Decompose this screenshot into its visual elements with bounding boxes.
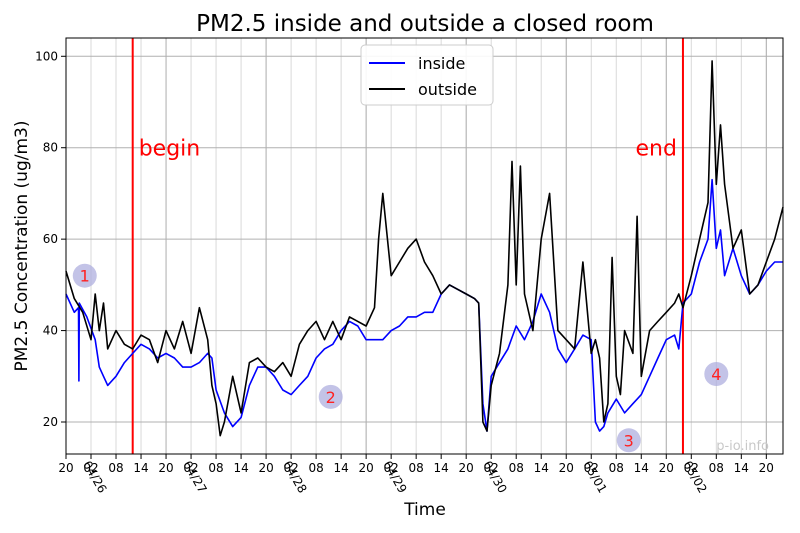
x-tick-label: 08	[509, 461, 524, 475]
marker-1-label: 1	[80, 267, 90, 286]
x-tick-label: 02	[684, 461, 699, 475]
plot-frame	[65, 37, 784, 455]
chart-title: PM2.5 inside and outside a closed room	[196, 11, 654, 37]
marker-4-circle	[704, 362, 729, 386]
x-tick-label: 08	[609, 461, 624, 475]
marker-2-circle	[318, 384, 343, 409]
annotation-markers: 1 2 3 4	[72, 263, 729, 453]
y-tick-label: 20	[43, 415, 58, 429]
y-tick-label: 60	[43, 232, 58, 246]
y-tick-label: 40	[43, 324, 58, 338]
x-tick-label: 14	[133, 461, 148, 475]
x-tick-label: 08	[108, 461, 123, 475]
x-tick-label: 20	[459, 461, 474, 475]
x-tick-label: 08	[409, 461, 424, 475]
x-tick-label: 20	[58, 461, 73, 475]
x-tick-label: 08	[208, 461, 223, 475]
legend-label-outside: outside	[418, 80, 477, 99]
x-tick-label: 02	[283, 461, 298, 475]
x-tick-label: 20	[358, 461, 373, 475]
x-tick-label: 08	[308, 461, 323, 475]
marker-1-circle	[72, 263, 97, 288]
x-tick-label: 14	[333, 461, 348, 475]
x-tick-label: 02	[384, 461, 399, 475]
watermark: p-io.info	[716, 439, 769, 454]
event-lines: begin end	[131, 38, 684, 454]
x-tick-label: 20	[759, 461, 774, 475]
x-tick-label: 14	[634, 461, 649, 475]
marker-3-label: 3	[624, 431, 634, 450]
x-tick-label: 14	[233, 461, 248, 475]
x-tick-label: 20	[258, 461, 273, 475]
x-tick-label: 14	[734, 461, 749, 475]
x-tick-label: 02	[83, 461, 98, 475]
event-label-begin: begin	[139, 137, 201, 162]
series	[65, 60, 784, 437]
x-tick-label: 14	[534, 461, 549, 475]
legend-label-inside: inside	[418, 54, 465, 73]
marker-2-label: 2	[326, 388, 336, 407]
x-tick-label: 20	[158, 461, 173, 475]
x-tick-label: 14	[434, 461, 449, 475]
y-tick-label: 100	[35, 49, 58, 63]
marker-4-label: 4	[711, 365, 721, 384]
series-line-inside	[65, 178, 783, 432]
y-tick-label: 80	[43, 141, 58, 155]
x-tick-label: 08	[709, 461, 724, 475]
x-tick-label: 02	[584, 461, 599, 475]
x-tick-label: 02	[484, 461, 499, 475]
grid	[65, 38, 783, 454]
y-axis-label: PM2.5 Concentration (ug/m3)	[12, 121, 32, 372]
legend: inside outside	[360, 44, 494, 106]
x-tick-label: 20	[659, 461, 674, 475]
x-tick-label: 02	[183, 461, 198, 475]
marker-3-circle	[616, 428, 641, 453]
x-tick-label: 20	[559, 461, 574, 475]
event-label-end: end	[636, 137, 677, 162]
series-line-outside	[65, 60, 784, 437]
x-axis-label: Time	[403, 500, 446, 520]
